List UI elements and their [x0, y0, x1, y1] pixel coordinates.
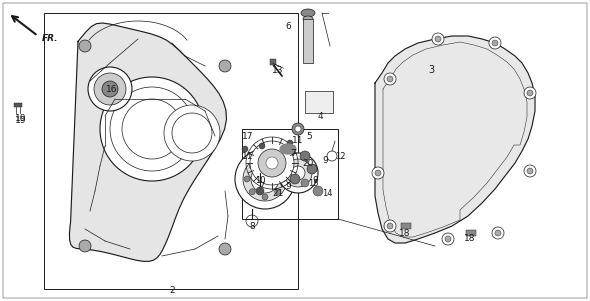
Text: 9: 9 [312, 176, 318, 185]
Circle shape [492, 227, 504, 239]
Circle shape [387, 223, 393, 229]
Text: 11: 11 [292, 136, 303, 145]
Circle shape [79, 40, 91, 52]
Circle shape [280, 176, 286, 182]
Text: 20: 20 [302, 159, 313, 168]
Bar [303, 19, 313, 63]
Circle shape [278, 153, 318, 193]
Text: 19: 19 [15, 114, 27, 123]
Bar [401, 223, 411, 229]
Bar [466, 230, 476, 236]
Circle shape [79, 240, 91, 252]
Circle shape [275, 189, 281, 195]
Circle shape [249, 163, 255, 169]
Circle shape [284, 159, 312, 187]
Circle shape [164, 105, 220, 161]
Circle shape [244, 176, 250, 182]
Circle shape [266, 157, 278, 169]
Circle shape [94, 73, 126, 105]
Circle shape [275, 163, 281, 169]
Circle shape [295, 126, 301, 132]
Bar [44, 13, 298, 289]
Circle shape [251, 165, 279, 193]
Polygon shape [375, 36, 535, 243]
Bar [305, 91, 333, 113]
Circle shape [243, 157, 287, 201]
Circle shape [291, 166, 305, 180]
Circle shape [527, 168, 533, 174]
Circle shape [432, 33, 444, 45]
Circle shape [259, 143, 265, 149]
Circle shape [445, 236, 451, 242]
Circle shape [292, 123, 304, 135]
Text: 19: 19 [15, 116, 27, 125]
Circle shape [527, 90, 533, 96]
Text: 15: 15 [308, 179, 319, 188]
Polygon shape [70, 23, 227, 261]
Text: 16: 16 [106, 85, 118, 94]
Text: 12: 12 [335, 152, 346, 161]
Text: 5: 5 [306, 132, 312, 141]
Text: 21: 21 [272, 189, 283, 198]
Ellipse shape [303, 16, 313, 22]
Circle shape [287, 140, 293, 146]
Circle shape [219, 243, 231, 255]
Circle shape [384, 73, 396, 85]
Text: 17: 17 [242, 132, 254, 141]
Text: 9: 9 [322, 156, 328, 165]
Circle shape [256, 187, 264, 195]
Text: 13: 13 [272, 66, 284, 75]
Circle shape [242, 146, 248, 152]
Text: 14: 14 [322, 189, 333, 198]
Polygon shape [280, 144, 296, 154]
Circle shape [375, 170, 381, 176]
Circle shape [492, 40, 498, 46]
Circle shape [219, 60, 231, 72]
Text: 3: 3 [428, 65, 434, 75]
Circle shape [524, 165, 536, 177]
Text: 18: 18 [399, 229, 411, 238]
Circle shape [384, 220, 396, 232]
Circle shape [313, 186, 323, 196]
Circle shape [235, 149, 295, 209]
Circle shape [489, 37, 501, 49]
Bar [14, 103, 22, 107]
Text: 18: 18 [464, 234, 476, 243]
Text: 11: 11 [242, 152, 254, 161]
Text: 2: 2 [169, 286, 175, 295]
Bar [242, 129, 338, 219]
Circle shape [442, 233, 454, 245]
Circle shape [290, 174, 300, 184]
Text: 8: 8 [249, 222, 255, 231]
Circle shape [258, 149, 286, 177]
Circle shape [307, 164, 317, 174]
Circle shape [495, 230, 501, 236]
Circle shape [301, 179, 309, 187]
Circle shape [100, 77, 204, 181]
Circle shape [262, 194, 268, 200]
Circle shape [88, 67, 132, 111]
Circle shape [387, 76, 393, 82]
Text: 7: 7 [290, 149, 296, 158]
Circle shape [300, 151, 310, 161]
Circle shape [102, 81, 118, 97]
Circle shape [249, 189, 255, 195]
Ellipse shape [301, 9, 315, 17]
Text: 10: 10 [255, 176, 266, 185]
Circle shape [435, 36, 441, 42]
Text: 6: 6 [285, 22, 291, 31]
Text: 4: 4 [318, 112, 324, 121]
Circle shape [524, 87, 536, 99]
Circle shape [250, 141, 294, 185]
Text: 9: 9 [285, 182, 291, 191]
Text: FR.: FR. [42, 34, 58, 43]
Bar [270, 59, 276, 65]
Circle shape [372, 167, 384, 179]
Circle shape [262, 158, 268, 164]
